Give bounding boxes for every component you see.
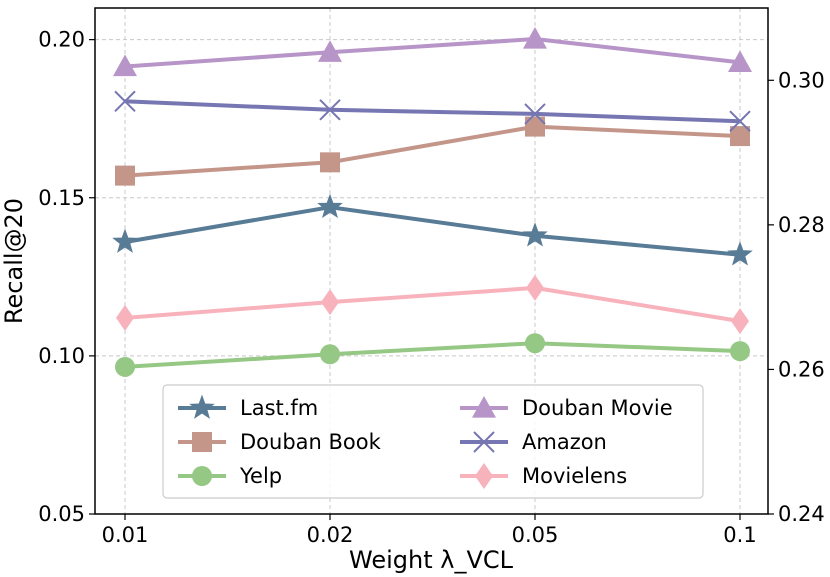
data-point-movielens <box>116 304 134 331</box>
x-tick-label: 0.02 <box>307 523 354 547</box>
y2-tick-label: 0.28 <box>778 213 825 237</box>
legend-marker-yelp <box>192 466 212 486</box>
legend-item-douban-movie: Douban Movie <box>460 396 673 420</box>
legend-box <box>162 384 704 499</box>
x-axis-title: Weight λ_VCL <box>349 546 514 574</box>
y-axis-title: Recall@20 <box>0 198 28 324</box>
y-tick-label: 0.20 <box>38 28 85 52</box>
legend-label: Yelp <box>239 464 282 488</box>
legend-marker-amazon <box>473 431 495 453</box>
series-douban-movie <box>113 26 752 77</box>
legend: Last.fm Douban Movie Douban Book Amazon Yelp… <box>162 384 704 499</box>
data-point-last-fm <box>522 222 548 247</box>
data-point-douban-book <box>730 126 750 147</box>
series-last-fm <box>112 193 753 266</box>
legend-item-last-fm: Last.fm <box>178 394 318 420</box>
data-point-douban-book <box>115 165 135 186</box>
data-point-yelp <box>115 356 135 377</box>
legend-item-amazon: Amazon <box>460 430 607 454</box>
legend-marker-last-fm <box>189 394 215 419</box>
y2-tick-label: 0.26 <box>778 357 825 381</box>
data-point-douban-movie <box>318 40 342 62</box>
series-movielens <box>116 274 749 335</box>
series-douban-book <box>115 116 750 186</box>
x-tick-label: 0.05 <box>512 523 559 547</box>
legend-label: Last.fm <box>240 396 318 420</box>
y2-tick-label: 0.30 <box>778 68 825 92</box>
ticks: 0.01 0.02 0.05 0.1 0.05 0.10 0.15 0.20 0.24 0.26 0… <box>38 28 825 547</box>
series-line-douban-book <box>124 124 741 178</box>
legend-label: Douban Movie <box>522 396 673 420</box>
y2-tick-label: 0.24 <box>778 502 825 526</box>
data-point-douban-movie <box>728 50 752 72</box>
series-yelp <box>115 333 750 377</box>
data-point-douban-movie <box>523 26 547 49</box>
series-line-amazon <box>124 99 741 124</box>
data-point-movielens <box>731 308 749 335</box>
data-point-douban-movie <box>113 54 137 77</box>
plot-frame <box>94 7 769 515</box>
data-point-last-fm <box>727 241 753 266</box>
data-point-movielens <box>526 274 544 301</box>
data-point-amazon <box>524 103 546 125</box>
series-amazon <box>114 90 751 132</box>
series-line-movielens <box>124 285 741 324</box>
data-point-movielens <box>321 289 339 316</box>
legend-marker-douban-movie <box>472 396 496 418</box>
series-line-last-fm <box>124 205 741 257</box>
legend-label: Douban Book <box>240 430 382 454</box>
legend-marker-movielens <box>475 463 493 489</box>
y-tick-label: 0.10 <box>38 344 85 368</box>
y-tick-label: 0.15 <box>38 186 85 210</box>
legend-item-movielens: Movielens <box>460 463 627 489</box>
data-point-amazon <box>729 110 751 132</box>
series-layer <box>112 26 753 377</box>
data-point-last-fm <box>112 228 138 253</box>
y-tick-label: 0.05 <box>38 502 85 526</box>
data-point-yelp <box>320 344 340 365</box>
data-point-douban-book <box>320 152 340 173</box>
x-tick-label: 0.01 <box>102 523 149 547</box>
series-line-yelp <box>124 341 741 369</box>
data-point-amazon <box>114 90 136 113</box>
legend-item-douban-book: Douban Book <box>178 430 382 454</box>
data-point-last-fm <box>317 193 343 219</box>
series-line-douban-movie <box>124 37 741 69</box>
legend-marker-douban-book <box>192 432 212 452</box>
legend-label: Movielens <box>522 464 627 488</box>
legend-label: Amazon <box>522 430 607 454</box>
x-tick-label: 0.1 <box>723 523 756 547</box>
data-point-amazon <box>319 99 341 121</box>
data-point-douban-book <box>525 116 545 137</box>
data-point-yelp <box>730 341 750 362</box>
data-point-yelp <box>525 333 545 354</box>
legend-item-yelp: Yelp <box>178 464 282 488</box>
